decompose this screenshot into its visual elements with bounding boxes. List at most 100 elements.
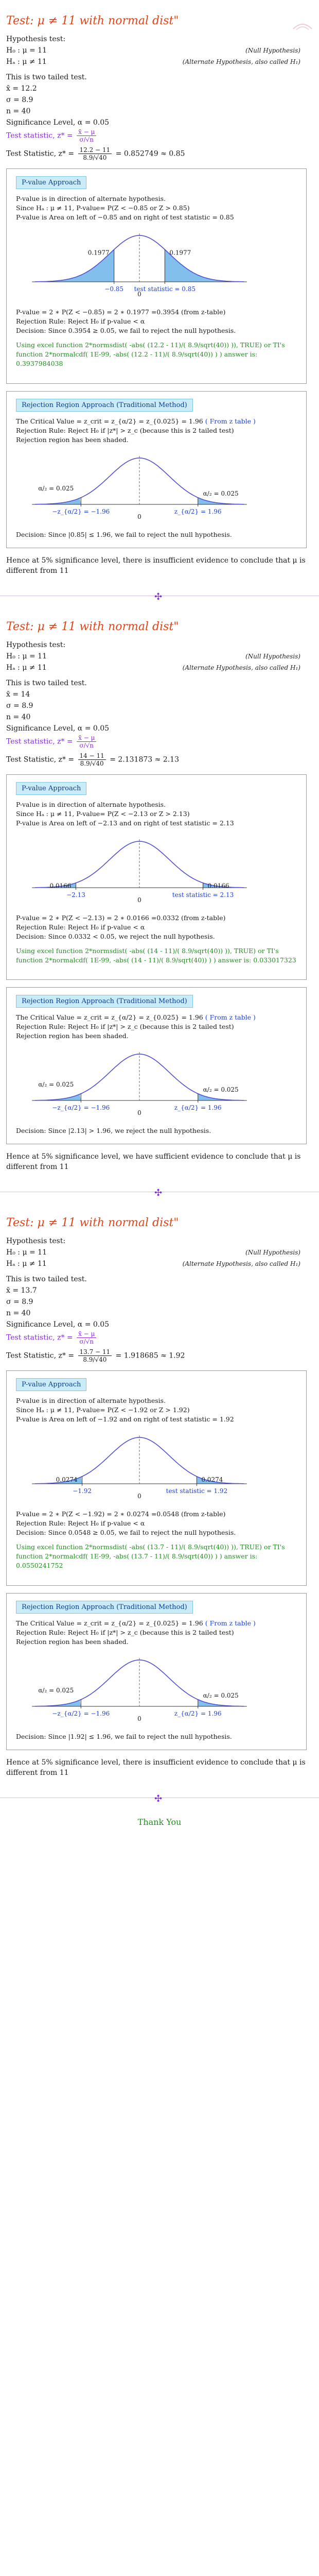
null-hypothesis: H₀ : μ = 11 (Null Hypothesis) (6, 45, 313, 56)
pvalue-badge: P-value Approach (16, 782, 87, 795)
value-fraction: 13.7 − 11 8.9/√40 (78, 1348, 112, 1363)
normal-curve (35, 235, 244, 282)
value-numerator: 12.2 − 11 (78, 146, 112, 154)
sample-mean: x̄ = 12.2 (6, 84, 37, 93)
tail-type: This is two tailed test. (6, 1275, 87, 1283)
formula-fraction: x̄ − μ σ/√n (77, 1330, 97, 1345)
rejection-region-badge: Rejection Region Approach (Traditional M… (16, 995, 193, 1008)
normal-curve (35, 1659, 244, 1707)
stat-label: test statistic = 0.85 (134, 285, 196, 293)
thank-you: Thank You (137, 1817, 182, 1827)
formula-fraction: x̄ − μ σ/√n (77, 128, 97, 143)
hypothesis-label: Hypothesis test: (6, 1237, 66, 1245)
normal-curve (35, 457, 244, 505)
test-stat-result: = 2.131873 ≈ 2.13 (110, 755, 179, 764)
rejection-region-box: Rejection Region Approach (Traditional M… (6, 987, 307, 1144)
alternate-hypothesis-note: (Alternate Hypothesis, also called H₁) (182, 58, 300, 65)
rejection-rule: Rejection Rule: Reject H₀ if |z*| > z_c … (16, 1628, 234, 1636)
significance-level: Significance Level, α = 0.05 (6, 118, 110, 127)
null-hypothesis-note: (Null Hypothesis) (245, 652, 300, 660)
value-fraction: 12.2 − 11 8.9/√40 (78, 146, 112, 161)
pos-crit-label: z_{α/2} = 1.96 (174, 508, 222, 515)
hypothesis-label: Hypothesis test: (6, 640, 66, 649)
pvalue-rule: Rejection Rule: Reject H₀ if p-value < α (16, 923, 145, 931)
sample-mean: x̄ = 14 (6, 690, 30, 699)
critical-value: The Critical Value = z_crit = z_{α/2} = … (16, 417, 297, 426)
normal-curve (35, 1054, 244, 1101)
left-tail-area (35, 883, 76, 888)
pvalue-approach-box: P-value Approach P-value is in direction… (6, 1370, 307, 1586)
hypothesis-label: Hypothesis test: (6, 35, 66, 43)
right-tail-label: 0.0274 (201, 1476, 223, 1483)
critical-value: The Critical Value = z_crit = z_{α/2} = … (16, 1013, 297, 1022)
rejection-normal-curve: α/₂ = 0.025 α/₂ = 0.025 −z_{α/2} = −1.96 z_… (32, 1657, 247, 1722)
formula-denominator: σ/√n (79, 136, 94, 143)
pvalue-excel: Using excel function 2*normsdist( -abs( … (16, 1543, 285, 1569)
null-hypothesis-note: (Null Hypothesis) (245, 47, 300, 54)
rejection-region-badge: Rejection Region Approach (Traditional M… (16, 398, 193, 412)
value-denominator: 8.9/√40 (83, 1356, 107, 1363)
right-tail-label: 0.0166 (208, 882, 229, 889)
pvalue-badge: P-value Approach (16, 1378, 87, 1391)
sigma-value: σ = 8.9 (6, 701, 33, 710)
problem-title: Test: μ ≠ 11 with normal dist" (6, 14, 179, 27)
value-fraction: 14 − 11 8.9/√40 (78, 752, 106, 767)
rejection-normal-curve: α/₂ = 0.025 α/₂ = 0.025 −z_{α/2} = −1.96 z_… (32, 1052, 247, 1116)
pos-crit-label: z_{α/2} = 1.96 (174, 1104, 222, 1111)
value-numerator: 13.7 − 11 (78, 1348, 112, 1356)
critical-value-note: ( From z table ) (205, 417, 256, 425)
null-hypothesis: H₀ : μ = 11 (Null Hypothesis) (6, 1247, 313, 1258)
right-rejection-area (198, 497, 244, 504)
right-tail-area (165, 249, 244, 282)
alternate-hypothesis: Hₐ : μ ≠ 11 (Alternate Hypothesis, also c… (6, 1258, 313, 1269)
left-rejection-area (35, 1700, 81, 1706)
sample-size: n = 40 (6, 107, 31, 115)
left-alpha-label: α/₂ = 0.025 (38, 484, 74, 492)
rejection-shaded: Rejection region has been shaded. (16, 1637, 129, 1646)
pvalue-calc: P-value = 2 ∗ P(Z < −2.13) = 2 ∗ 0.0166 … (16, 913, 226, 922)
problem-3: Test: μ ≠ 11 with normal dist" Hypothesi… (0, 1216, 319, 1778)
left-tail-area (35, 249, 114, 282)
rejection-shaded: Rejection region has been shaded. (16, 435, 129, 444)
test-stat-prefix: Test Statistic, z* = (6, 149, 75, 158)
problem-title: Test: μ ≠ 11 with normal dist" (6, 620, 179, 633)
test-stat-formula: Test statistic, z* = x̄ − μ σ/√n (6, 1330, 313, 1345)
problem-2: Test: μ ≠ 11 with normal dist" Hypothesi… (0, 620, 319, 1173)
pvalue-line-1: P-value is in direction of alternate hyp… (16, 1397, 166, 1404)
null-hypothesis: H₀ : μ = 11 (Null Hypothesis) (6, 651, 313, 662)
left-tail-label: 0.0166 (49, 882, 71, 889)
test-stat-value: Test Statistic, z* = 14 − 11 8.9/√40 = 2.… (6, 752, 313, 767)
pvalue-line-1: P-value is in direction of alternate hyp… (16, 800, 166, 808)
rejection-region-box: Rejection Region Approach (Traditional M… (6, 1592, 307, 1750)
section-divider: ✣ (0, 1181, 319, 1202)
problem-title: Test: μ ≠ 11 with normal dist" (6, 1216, 179, 1229)
formula-denominator: σ/√n (79, 1338, 94, 1345)
divider-ornament-icon: ✣ (154, 1188, 163, 1198)
neg-crit-label: −z_{α/2} = −1.96 (52, 1104, 110, 1111)
zero-label: 0 (137, 1493, 141, 1500)
rejection-decision: Decision: Since |2.13| > 1.96, we reject… (16, 1127, 211, 1134)
critical-value-text: The Critical Value = z_crit = z_{α/2} = … (16, 417, 203, 425)
test-stat-formula: Test statistic, z* = x̄ − μ σ/√n (6, 734, 313, 749)
rejection-decision: Decision: Since |0.85| ≤ 1.96, we fail t… (16, 530, 232, 538)
null-hypothesis-text: H₀ : μ = 11 (6, 46, 47, 55)
formula-denominator: σ/√n (79, 741, 94, 749)
pvalue-excel: Using excel function 2*normsdist( -abs( … (16, 341, 285, 367)
sample-size: n = 40 (6, 713, 31, 721)
right-alpha-label: α/₂ = 0.025 (203, 1086, 239, 1093)
right-alpha-label: α/₂ = 0.025 (203, 1691, 239, 1699)
pvalue-calc: P-value = 2 ∗ P(Z < −0.85) = 2 ∗ 0.1977 … (16, 308, 226, 316)
pvalue-line-3: P-value is Area on left of −0.85 and on … (16, 213, 234, 221)
pvalue-excel: Using excel function 2*normsdist( -abs( … (16, 946, 296, 964)
formula-numerator: x̄ − μ (77, 128, 97, 136)
neg-crit-label: −z_{α/2} = −1.96 (52, 508, 110, 515)
pvalue-calc: P-value = 2 ∗ P(Z < −1.92) = 2 ∗ 0.0274 … (16, 1510, 226, 1518)
neg-stat-label: −0.85 (104, 285, 123, 293)
significance-level: Significance Level, α = 0.05 (6, 1320, 110, 1329)
alternate-hypothesis-text: Hₐ : μ ≠ 11 (6, 58, 47, 66)
zero-label: 0 (137, 513, 141, 520)
sample-mean: x̄ = 13.7 (6, 1286, 37, 1295)
critical-value: The Critical Value = z_crit = z_{α/2} = … (16, 1619, 297, 1628)
rejection-normal-curve: α/₂ = 0.025 α/₂ = 0.025 −z_{α/2} = −1.96 z_… (32, 455, 247, 520)
null-hypothesis-text: H₀ : μ = 11 (6, 652, 47, 660)
